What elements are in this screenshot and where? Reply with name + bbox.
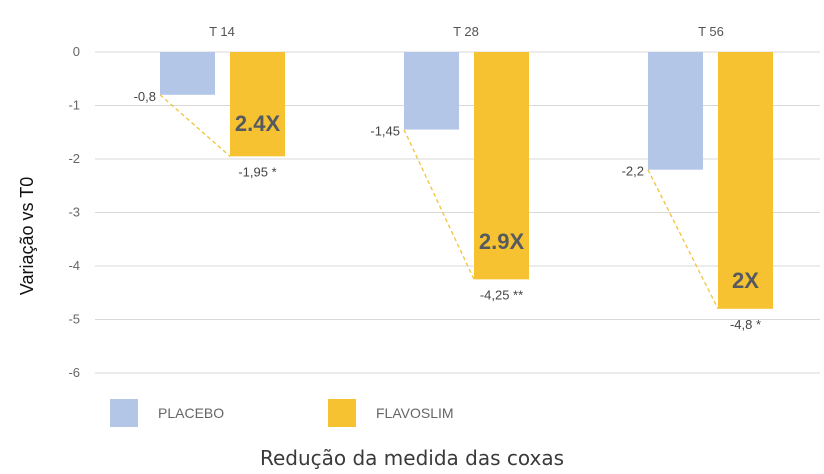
legend-swatch: [328, 399, 356, 427]
y-axis-label: Variação vs T0: [17, 177, 37, 295]
multiplier-label: 2X: [732, 268, 759, 293]
multiplier-label: 2.4X: [235, 111, 281, 136]
bar-flavoslim: [230, 52, 285, 157]
connector-line: [159, 94, 231, 157]
data-label-flavoslim: -4,8 *: [730, 317, 761, 332]
bar-placebo: [404, 52, 459, 130]
category-label: T 56: [698, 24, 724, 39]
y-tick-label: -1: [68, 98, 80, 113]
bar-placebo: [160, 52, 215, 95]
data-label-placebo: -2,2: [622, 164, 644, 179]
data-labels: -0,8 -1,95 * 2.4X -1,45 -4,25 ** 2.9X -2,2 -4,8…: [134, 89, 761, 332]
y-tick-label: 0: [73, 44, 80, 59]
category-labels: T 14 T 28 T 56: [209, 24, 724, 39]
y-tick-label: -6: [68, 365, 80, 380]
connector-line: [403, 129, 475, 280]
bars: [160, 52, 773, 309]
legend: PLACEBO FLAVOSLIM: [110, 399, 454, 427]
data-label-placebo: -1,45: [370, 124, 400, 139]
chart-caption: Redução da medida das coxas: [259, 446, 565, 470]
y-tick-label: -5: [68, 312, 80, 327]
legend-swatch: [110, 399, 138, 427]
data-label-flavoslim: -1,95 *: [238, 164, 276, 179]
category-label: T 28: [453, 24, 479, 39]
connector-lines: [159, 94, 719, 310]
category-label: T 14: [209, 24, 235, 39]
multiplier-label: 2.9X: [479, 229, 525, 254]
legend-label: PLACEBO: [158, 405, 224, 421]
bar-flavoslim: [718, 52, 773, 309]
gridlines: [95, 51, 820, 374]
bar-flavoslim: [474, 52, 529, 280]
y-tick-label: -3: [68, 205, 80, 220]
y-tick-label: -4: [68, 258, 80, 273]
legend-label: FLAVOSLIM: [376, 405, 454, 421]
y-tick-label: -2: [68, 151, 80, 166]
bar-placebo: [648, 52, 703, 170]
data-label-flavoslim: -4,25 **: [480, 287, 523, 302]
connector-line: [647, 169, 719, 310]
data-label-placebo: -0,8: [134, 89, 156, 104]
y-axis-ticks: 0 -1 -2 -3 -4 -5 -6: [68, 44, 80, 380]
